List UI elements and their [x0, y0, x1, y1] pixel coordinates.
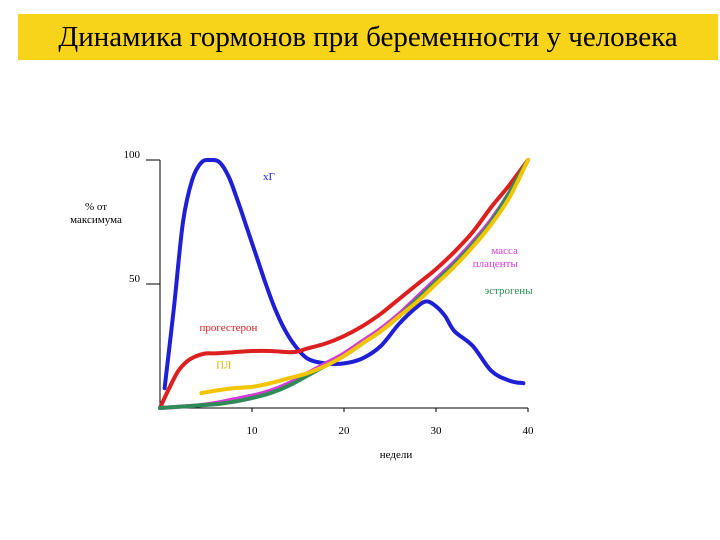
x-tick-label-20: 20 [339, 425, 351, 437]
series-label-0: хГ [263, 171, 275, 183]
y-tick-label-50: 50 [129, 273, 141, 285]
series-label-1: масса плаценты [473, 245, 519, 270]
title-banner: Динамика гормонов при беременности у чел… [18, 14, 718, 60]
series-label-4: ПЛ [216, 359, 232, 371]
x-axis-label: недели [380, 449, 413, 461]
series-line-4 [199, 158, 530, 396]
series-label-3: прогестерон [200, 322, 258, 334]
x-tick-label-30: 30 [431, 425, 443, 437]
series-line-1 [158, 158, 530, 410]
series-line-0 [162, 157, 526, 391]
y-axis-label: % от максимума [70, 201, 122, 226]
x-tick-label-40: 40 [523, 425, 535, 437]
series-label-2: эстрогены [485, 285, 534, 297]
chart-title: Динамика гормонов при беременности у чел… [58, 20, 678, 53]
x-tick-label-10: 10 [247, 425, 259, 437]
y-tick-label-100: 100 [124, 149, 141, 161]
